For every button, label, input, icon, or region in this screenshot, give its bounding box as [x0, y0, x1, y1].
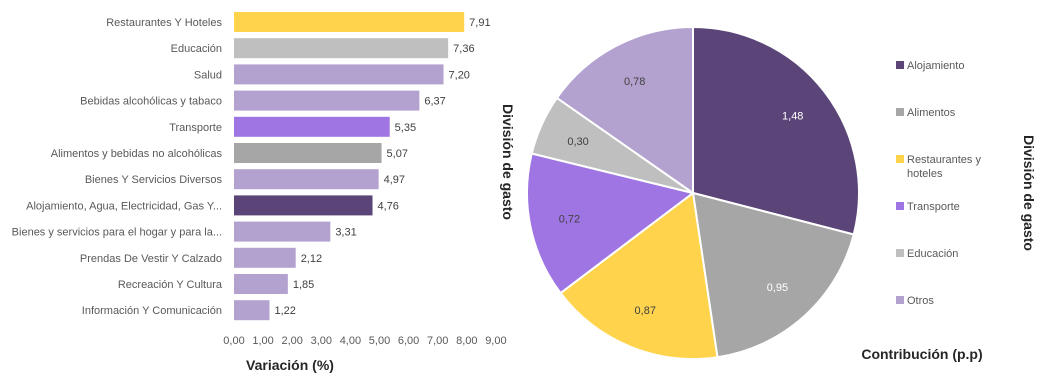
legend-label: Otros: [907, 295, 934, 307]
x-tick-label: 0,00: [223, 335, 244, 347]
bar: [234, 221, 331, 242]
bar: [234, 247, 296, 268]
bar: [234, 300, 270, 321]
bar: [234, 64, 444, 85]
legend-swatch: [896, 202, 904, 210]
x-tick-label: 5,00: [369, 335, 390, 347]
legend-label: Educación: [907, 248, 958, 260]
x-tick-label: 6,00: [398, 335, 419, 347]
category-label: Bienes y servicios para el hogar y para …: [12, 227, 222, 239]
slice-value-label: 0,87: [635, 305, 656, 317]
x-axis-title: Variación (%): [246, 357, 334, 373]
category-label: Alimentos y bebidas no alcohólicas: [51, 148, 223, 160]
slice-value-label: 0,78: [624, 76, 645, 88]
slice-value-label: 0,30: [567, 136, 588, 148]
x-tick-label: 9,00: [485, 335, 506, 347]
bar: [234, 116, 390, 137]
data-label: 4,97: [384, 174, 405, 186]
pie-slice: [692, 25, 860, 236]
data-label: 7,20: [449, 69, 470, 81]
bar: [234, 274, 288, 294]
category-label: Recreación Y Cultura: [118, 279, 223, 291]
x-tick-label: 1,00: [252, 335, 273, 347]
legend-label: Alojamiento: [907, 60, 964, 72]
legend-swatch: [896, 61, 904, 69]
category-label: Transporte: [169, 122, 222, 134]
data-label: 2,12: [301, 253, 322, 265]
x-tick-label: 8,00: [456, 335, 477, 347]
x-tick-label: 2,00: [281, 335, 302, 347]
category-label: Salud: [194, 69, 222, 81]
data-label: 5,07: [387, 148, 408, 160]
data-label: 7,36: [453, 43, 474, 55]
slice-value-label: 0,72: [559, 213, 580, 225]
category-label: Alojamiento, Agua, Electricidad, Gas Y..…: [26, 200, 222, 212]
x-tick-label: 3,00: [311, 335, 332, 347]
category-label: Educación: [171, 43, 222, 55]
bar-chart: Restaurantes Y Hoteles 7,91 Educación 7,36 S…: [12, 12, 516, 373]
pie-slice: [555, 25, 694, 195]
bar: [234, 38, 449, 59]
data-label: 4,76: [378, 200, 399, 212]
data-label: 3,31: [335, 227, 356, 239]
slice-value-label: 1,48: [782, 111, 803, 123]
bar: [234, 143, 382, 163]
legend-label: Transporte: [907, 201, 960, 213]
legend-title: División de gasto: [1021, 135, 1037, 251]
x-tick-label: 7,00: [427, 335, 448, 347]
bar: [234, 169, 379, 190]
category-label: Prendas De Vestir Y Calzado: [80, 253, 222, 265]
x-tick-label: 4,00: [340, 335, 361, 347]
legend-swatch: [896, 155, 904, 163]
category-label: Restaurantes Y Hoteles: [106, 17, 222, 29]
data-label: 1,22: [275, 305, 296, 317]
data-label: 5,35: [395, 122, 416, 134]
bar: [234, 90, 420, 111]
pie-slice: [526, 152, 696, 295]
category-label: Información Y Comunicación: [82, 305, 222, 317]
pie-slice: [691, 191, 855, 359]
legend-label: Alimentos: [907, 107, 956, 119]
legend-label: Restaurantes y hoteles: [907, 154, 981, 180]
category-label: Bienes Y Servicios Diversos: [85, 174, 223, 186]
legend-swatch: [896, 108, 904, 116]
legend-swatch: [896, 296, 904, 304]
y-axis-title: División de gasto: [500, 104, 516, 220]
pie-slice: [559, 191, 719, 360]
bar: [234, 12, 465, 32]
data-label: 6,37: [424, 96, 445, 108]
category-label: Bebidas alcohólicas y tabaco: [80, 96, 222, 108]
slice-value-label: 0,95: [767, 282, 788, 294]
data-label: 7,91: [469, 17, 490, 29]
data-label: 1,85: [293, 279, 314, 291]
pie-chart: 1,48 0,95 0,87 0,72 0,30 0,78 Alojamiento Alime…: [526, 25, 1037, 362]
pie-axis-title: Contribución (p.p): [861, 346, 982, 362]
legend-swatch: [896, 249, 904, 257]
bar: [234, 195, 373, 216]
